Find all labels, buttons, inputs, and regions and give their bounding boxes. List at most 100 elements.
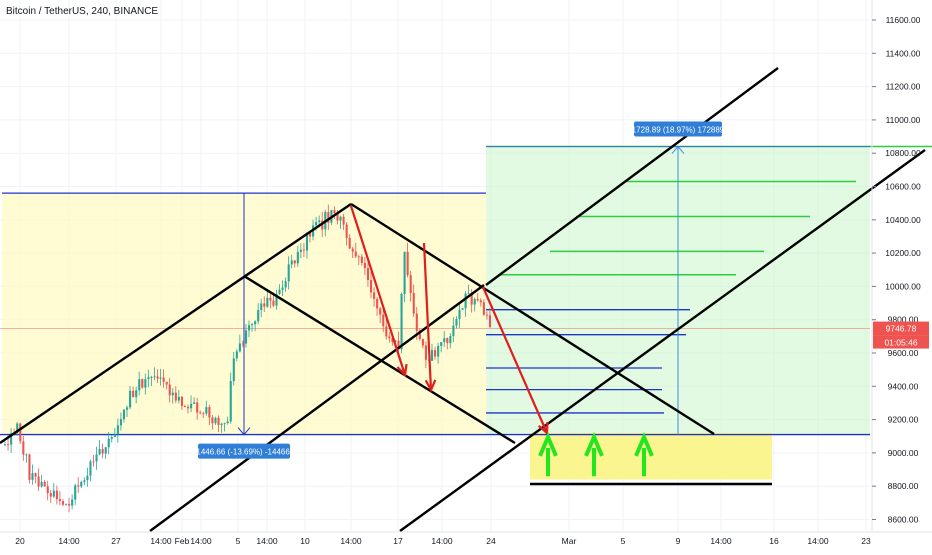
candle-body (281, 287, 284, 290)
candle-body (382, 314, 385, 327)
candle-body (470, 292, 473, 305)
candle-body (46, 486, 49, 494)
candle-body (211, 417, 214, 424)
candle-body (147, 377, 150, 380)
time-tick-label: 14:00 (710, 536, 732, 546)
price-tick-label: 10400.00 (885, 215, 921, 225)
rise-measure-arrowhead (671, 145, 685, 154)
candle-body (421, 339, 424, 346)
green-up-arrow-head-1 (538, 431, 558, 457)
candle-body (251, 324, 254, 326)
candle-body (37, 476, 40, 487)
candle-body (171, 392, 174, 396)
candle-body (159, 377, 162, 379)
candle-body (476, 299, 479, 301)
candle-body (309, 233, 312, 237)
candle-body (55, 490, 58, 500)
candle-body (412, 292, 415, 314)
candle-body (327, 212, 330, 223)
candle-body (488, 315, 492, 328)
candle-body (25, 454, 28, 456)
channel-right-upper (485, 67, 779, 286)
price-tick-label: 8600.00 (888, 515, 919, 525)
time-tick-label: 14:00 (256, 536, 278, 546)
candle-body (156, 376, 159, 379)
candle-body (360, 256, 363, 263)
candle-body (391, 338, 394, 342)
candle-body (217, 417, 220, 425)
candle-body (461, 308, 464, 310)
candle-body (205, 407, 208, 414)
candle-body (153, 376, 156, 378)
candle-body (174, 392, 177, 401)
candle-body (180, 396, 183, 407)
candle-body (385, 326, 388, 337)
candle-body (187, 406, 190, 409)
candle-body (162, 377, 165, 382)
candle-body (22, 441, 25, 455)
candle-body (473, 299, 476, 305)
candle-body (431, 350, 434, 361)
candle-body (61, 501, 65, 505)
candle-body (446, 338, 449, 344)
candle-body (363, 262, 366, 269)
time-tick-label: 20 (15, 536, 25, 546)
candle-body (98, 449, 101, 455)
candle-body (220, 423, 223, 425)
candle-body (193, 402, 196, 404)
candle-body (19, 423, 22, 442)
price-tick-label: 11600.00 (886, 15, 921, 25)
chart-title: Bitcoin / TetherUS, 240, BINANCE (6, 6, 159, 17)
channel-diagonal-down (243, 274, 516, 445)
candle-body (129, 390, 132, 408)
candle-body (333, 210, 336, 213)
candle-body (199, 412, 202, 414)
time-tick-label: Feb (175, 536, 190, 546)
candle-body (302, 249, 305, 251)
candle-body (31, 473, 34, 480)
candle-body (71, 499, 74, 506)
candle-body (135, 390, 138, 398)
time-tick-label: 23 (861, 536, 871, 546)
candle-body (287, 264, 290, 282)
candle-body (440, 342, 443, 346)
candle-body (214, 417, 217, 424)
candle-body (415, 313, 418, 331)
candle-body (190, 403, 193, 409)
price-tick-label: 8800.00 (888, 481, 919, 491)
candle-body (119, 419, 122, 426)
candle-body (479, 300, 482, 303)
candle-body (104, 447, 107, 454)
red-arrow-2 (422, 242, 433, 391)
candle-body (49, 493, 52, 497)
candle-body (403, 251, 406, 294)
time-tick-label: 17 (393, 536, 403, 546)
candle-body (299, 249, 302, 252)
candle-body (272, 300, 275, 306)
time-tick-label: 14:00 (190, 536, 212, 546)
red-arrow-1-head (396, 363, 408, 378)
candle-body (458, 309, 461, 319)
candle-body (418, 330, 421, 340)
time-tick-label: 14:00 (340, 536, 362, 546)
candle-body (183, 406, 187, 407)
candle-body (168, 384, 171, 396)
candle-body (336, 212, 339, 221)
channel-right-lower (399, 149, 926, 532)
candle-body (254, 321, 257, 325)
time-tick-label: 24 (486, 536, 496, 546)
candle-body (284, 281, 287, 288)
rise-measure-label: 1728.89 (18.97%) 172889 (632, 126, 725, 135)
candle-body (65, 503, 68, 505)
candle-body (342, 216, 345, 225)
candle-body (83, 480, 86, 482)
candle-body (202, 413, 205, 415)
candle-body (150, 377, 153, 378)
candle-body (406, 251, 409, 276)
candle-body (318, 220, 321, 223)
candle-body (379, 308, 382, 315)
candle-body (223, 423, 226, 424)
channel-lower-left (0, 203, 352, 444)
candle-body (89, 461, 92, 476)
